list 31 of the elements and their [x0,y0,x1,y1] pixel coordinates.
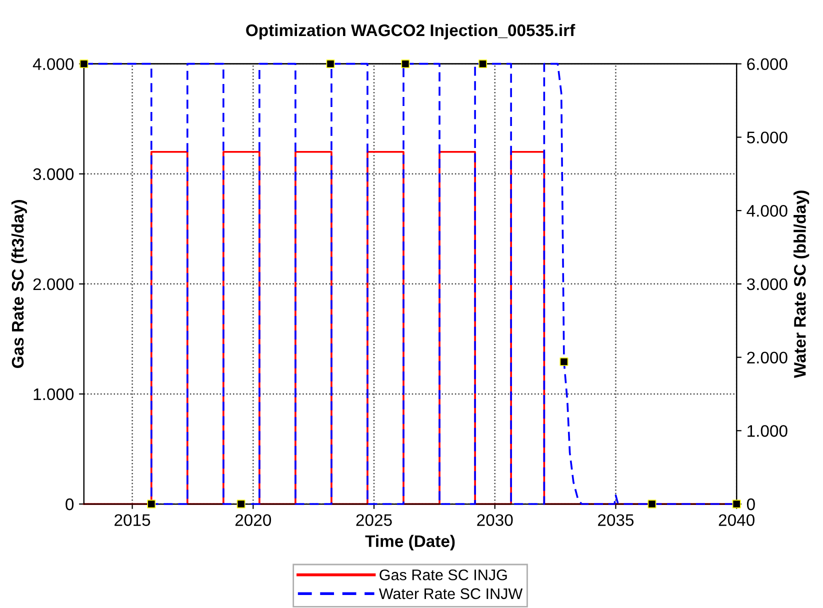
y-tick-label: 2.000 [33,278,74,290]
x-tick-label: 2020 [235,514,272,526]
y2-tick-label: 1.000 [748,425,788,437]
point [236,500,246,508]
y2-tick-label: 4.000 [746,204,788,217]
legend-label: Water Rate SC INJW [378,588,523,600]
x-tick-label: 2025 [356,514,392,526]
y2-tick-label: 2.000 [747,352,788,364]
y-tick-label: 3.000 [33,168,74,180]
point [648,500,656,508]
y2-tick-label: 0 [746,498,755,510]
y2-tick-label: 3.000 [746,278,788,290]
y-tick-label: 0 [66,498,74,510]
y2-axis-title: Water Rate SC (bbl/day) [794,190,810,378]
x-tick-label: 2040 [718,514,754,526]
y-tick-label: 1.000 [34,388,74,400]
y-axis-title: Gas Rate SC (ft3/day) [11,200,27,368]
y2-tick-label: 5.000 [746,132,788,144]
chart-title: Optimization WAGCO2 Injection_00535.irf [246,24,576,40]
y2-tick-label: 6.000 [747,58,788,70]
point [326,60,335,68]
x-tick-label: 2030 [477,514,513,526]
point [147,500,156,508]
x-tick-label: 2035 [598,514,634,526]
point [401,60,410,68]
point [560,357,568,366]
y-tick-label: 4.000 [32,58,74,70]
x-axis-title: Time (Date) [365,534,455,550]
x-tick-label: 2015 [114,514,150,526]
point [478,60,488,68]
legend-label: Gas Rate SC INJG [380,569,507,580]
